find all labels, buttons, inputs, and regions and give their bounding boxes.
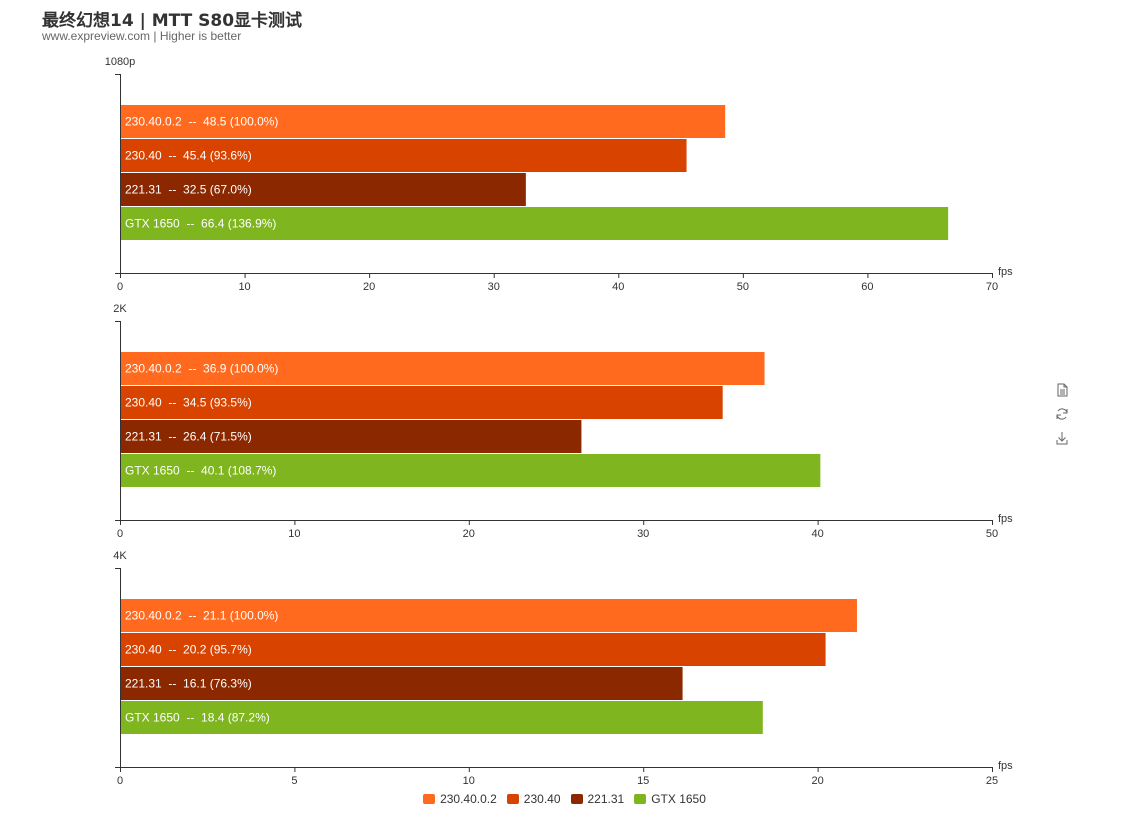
legend-label: 221.31	[587, 792, 625, 806]
legend-swatch	[634, 794, 647, 804]
bar-gtx-1650	[121, 701, 763, 734]
bar-230-40	[121, 139, 687, 172]
chart-panel-0: 1080p 230.40.0.2 -- 48.5 (100.0%) 230.40 -…	[105, 56, 1013, 293]
x-tick-label: 10	[288, 528, 300, 540]
bar-label: GTX 1650 -- 40.1 (108.7%)	[125, 464, 276, 478]
x-tick-label: 50	[986, 528, 998, 540]
x-tick-label: 60	[861, 281, 873, 293]
x-tick-label: 5	[291, 775, 297, 787]
x-tick-label: 70	[986, 281, 998, 293]
panel-title: 4K	[113, 550, 127, 562]
bar-gtx-1650	[121, 454, 821, 487]
legend-swatch	[423, 794, 436, 804]
bar-label: GTX 1650 -- 18.4 (87.2%)	[125, 711, 270, 725]
legend-item[interactable]: 230.40	[506, 792, 561, 806]
x-axis-label: fps	[998, 266, 1013, 278]
chart-panel-1: 2K 230.40.0.2 -- 36.9 (100.0%) 230.40 -- 3…	[113, 303, 1013, 540]
panel-title: 1080p	[105, 56, 136, 68]
bar-label: 230.40 -- 45.4 (93.6%)	[125, 149, 252, 163]
legend-swatch	[506, 794, 519, 804]
bar-230-40-0-2	[121, 599, 857, 632]
x-tick-label: 10	[463, 775, 475, 787]
x-tick-label: 0	[117, 528, 123, 540]
legend-label: 230.40.0.2	[440, 792, 497, 806]
legend-item[interactable]: 230.40.0.2	[423, 792, 497, 806]
x-tick-label: 0	[117, 775, 123, 787]
bar-label: 230.40.0.2 -- 48.5 (100.0%)	[125, 115, 278, 129]
x-tick-label: 40	[811, 528, 823, 540]
x-tick-label: 10	[238, 281, 250, 293]
chart-subtitle: www.expreview.com | Higher is better	[42, 29, 242, 43]
x-tick-label: 50	[737, 281, 749, 293]
x-tick-label: 40	[612, 281, 624, 293]
bar-gtx-1650	[121, 207, 949, 240]
bar-label: 221.31 -- 32.5 (67.0%)	[125, 183, 252, 197]
bar-label: 230.40.0.2 -- 21.1 (100.0%)	[125, 609, 278, 623]
bar-label: 221.31 -- 26.4 (71.5%)	[125, 430, 252, 444]
bar-230-40-0-2	[121, 105, 726, 138]
bar-221-31	[121, 173, 526, 206]
x-axis-label: fps	[998, 513, 1013, 525]
bar-221-31	[121, 420, 582, 453]
save-image-icon[interactable]	[1054, 430, 1070, 446]
bar-label: 230.40.0.2 -- 36.9 (100.0%)	[125, 362, 278, 376]
legend: 230.40.0.2 230.40 221.31 GTX 1650	[0, 792, 1129, 806]
bar-230-40	[121, 633, 826, 666]
x-tick-label: 25	[986, 775, 998, 787]
x-tick-label: 30	[488, 281, 500, 293]
bar-230-40-0-2	[121, 352, 765, 385]
legend-item[interactable]: GTX 1650	[634, 792, 706, 806]
x-axis-label: fps	[998, 760, 1013, 772]
x-tick-label: 20	[811, 775, 823, 787]
x-tick-label: 20	[363, 281, 375, 293]
x-tick-label: 30	[637, 528, 649, 540]
chart-panel-2: 4K 230.40.0.2 -- 21.1 (100.0%) 230.40 -- 2…	[113, 550, 1013, 787]
panel-title: 2K	[113, 303, 127, 315]
data-view-icon[interactable]	[1054, 382, 1070, 398]
x-tick-label: 0	[117, 281, 123, 293]
bar-label: 230.40 -- 20.2 (95.7%)	[125, 643, 252, 657]
chart-title: 最终幻想14 | MTT S80显卡测试	[42, 11, 303, 31]
toolbox	[1054, 382, 1072, 454]
legend-label: 230.40	[523, 792, 561, 806]
x-tick-label: 20	[463, 528, 475, 540]
legend-swatch	[570, 794, 583, 804]
legend-label: GTX 1650	[651, 792, 706, 806]
restore-icon[interactable]	[1054, 406, 1070, 422]
x-tick-label: 15	[637, 775, 649, 787]
bar-label: 221.31 -- 16.1 (76.3%)	[125, 677, 252, 691]
bar-label: 230.40 -- 34.5 (93.5%)	[125, 396, 252, 410]
bar-221-31	[121, 667, 683, 700]
bar-label: GTX 1650 -- 66.4 (136.9%)	[125, 217, 276, 231]
bar-230-40	[121, 386, 723, 419]
legend-item[interactable]: 221.31	[570, 792, 625, 806]
